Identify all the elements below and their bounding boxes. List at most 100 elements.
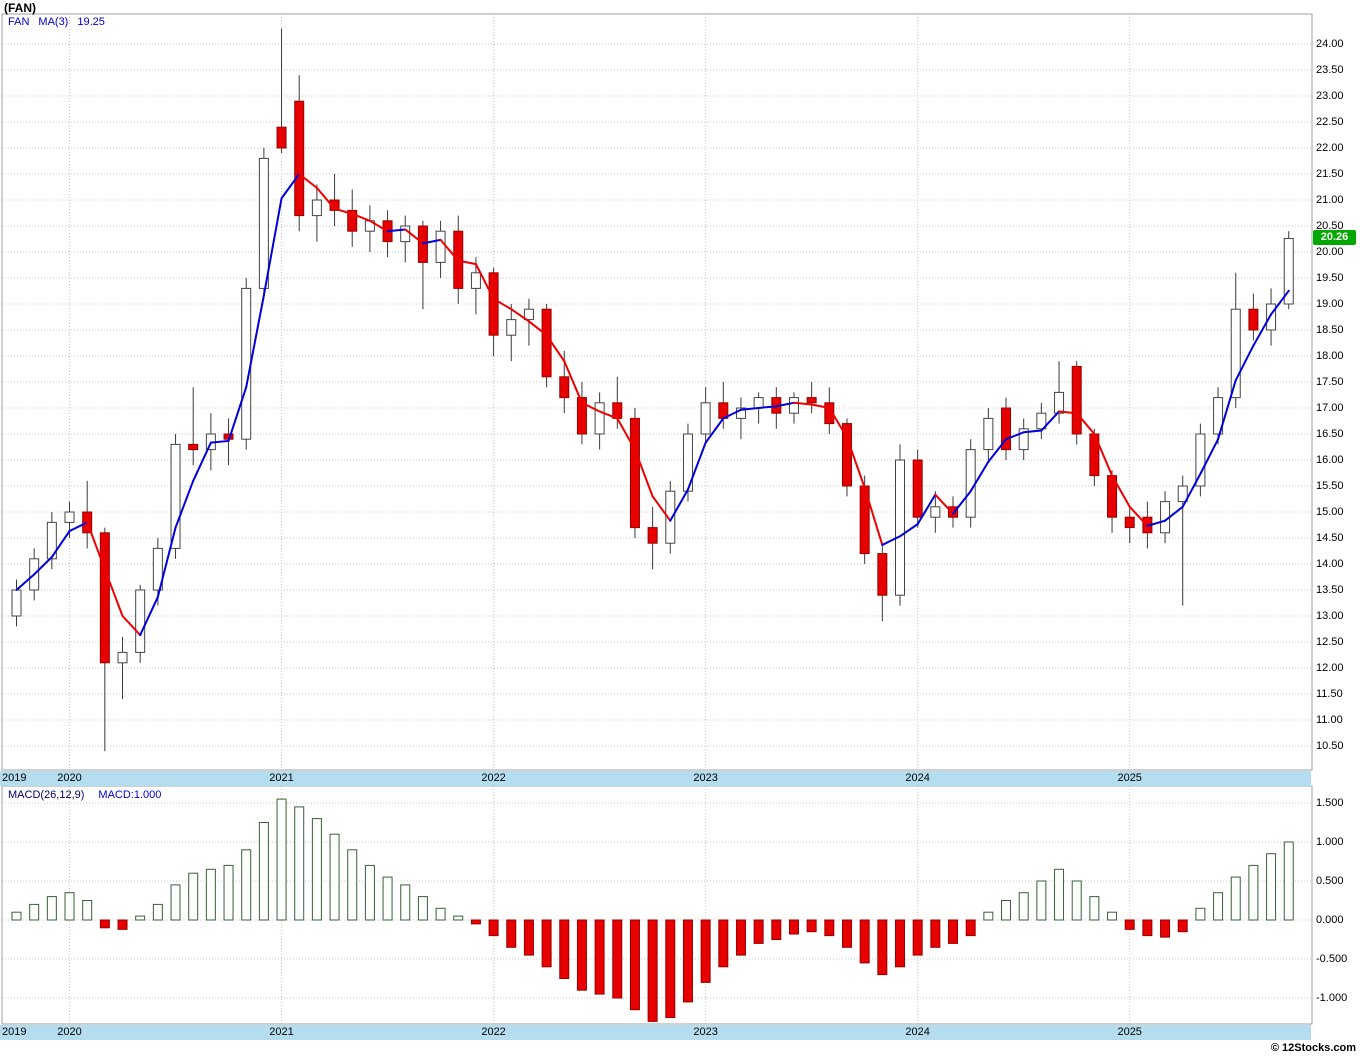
- candle: [99, 527, 110, 752]
- candle: [400, 215, 411, 263]
- macd-bar: [294, 806, 305, 921]
- macd-bar: [400, 884, 411, 921]
- candle: [435, 220, 446, 278]
- candle: [364, 205, 375, 252]
- macd-bar: [824, 919, 835, 937]
- year-label: 2020: [57, 1026, 82, 1038]
- macd-bar: [576, 919, 587, 991]
- macd-histogram: [11, 798, 1294, 1022]
- macd-bar: [877, 919, 888, 976]
- macd-bar: [523, 919, 534, 956]
- candle: [329, 174, 340, 226]
- candle: [135, 584, 146, 663]
- candle: [46, 512, 57, 570]
- macd-bar: [347, 849, 358, 921]
- macd-bar: [665, 919, 676, 1018]
- macd-bar: [930, 919, 941, 948]
- candle: [1001, 397, 1012, 460]
- macd-bar: [912, 919, 923, 956]
- candle: [877, 543, 888, 622]
- macd-bar: [329, 833, 340, 921]
- macd-bar: [1195, 907, 1206, 921]
- candle: [1248, 293, 1259, 341]
- ma-line-segment: [792, 401, 813, 406]
- candle: [276, 28, 287, 154]
- macd-bar: [612, 919, 623, 999]
- candle: [930, 491, 941, 533]
- year-label: 2021: [269, 772, 294, 784]
- macd-bar: [241, 849, 252, 921]
- ma-line-segment: [845, 436, 866, 489]
- ma-line-segment: [916, 493, 937, 526]
- year-label: 2019: [2, 772, 27, 784]
- candle: [912, 449, 923, 528]
- ma-line-segment: [1093, 433, 1114, 477]
- candle: [700, 387, 711, 445]
- ma-line-segment: [139, 595, 159, 637]
- candle: [1213, 387, 1224, 445]
- ma-line-segment: [934, 493, 955, 515]
- candle: [1089, 428, 1100, 486]
- ma-line-segment: [810, 403, 831, 409]
- ma-line-segment: [1146, 519, 1167, 527]
- ma-line-segment: [580, 401, 601, 413]
- macd-bar: [117, 919, 128, 930]
- macd-bar: [205, 868, 216, 921]
- macd-bar: [753, 919, 764, 944]
- candle: [470, 257, 481, 315]
- year-label: 2023: [693, 1026, 718, 1038]
- macd-bar: [170, 884, 181, 921]
- candle: [417, 220, 428, 310]
- ma-line-segment: [1181, 472, 1202, 508]
- ma-line-segment: [952, 490, 972, 515]
- legend-ma-label: MA(3): [38, 16, 69, 28]
- macd-bar: [152, 903, 163, 921]
- macd-bar: [1160, 919, 1171, 938]
- legend-symbol: FAN: [8, 16, 30, 28]
- macd-params-label: MACD(26,12,9): [8, 789, 85, 801]
- macd-bar: [859, 919, 870, 964]
- macd-bar: [806, 919, 817, 933]
- macd-bar: [771, 919, 782, 940]
- ma-line-segment: [1164, 505, 1184, 522]
- macd-bar: [1124, 919, 1135, 930]
- macd-bar: [99, 919, 110, 929]
- ma-line-segment: [368, 219, 389, 233]
- candle: [117, 636, 128, 700]
- macd-bar: [29, 903, 40, 921]
- macd-bar: [1107, 911, 1118, 921]
- macd-bar: [841, 919, 852, 948]
- ma-line-segment: [1234, 344, 1255, 382]
- macd-bar: [965, 919, 976, 937]
- macd-bar: [1054, 868, 1065, 921]
- ma-line-segment: [315, 186, 336, 210]
- candle: [82, 480, 93, 549]
- candle: [241, 278, 252, 450]
- candle: [311, 184, 322, 242]
- ma-line-segment: [68, 521, 89, 533]
- macd-bar: [594, 919, 605, 995]
- ma-line-segment: [1199, 438, 1220, 475]
- macd-bar: [1230, 876, 1241, 921]
- macd-bar: [382, 876, 393, 921]
- macd-bar: [895, 919, 905, 968]
- year-label: 2024: [905, 772, 930, 784]
- ma-line-segment: [1005, 431, 1025, 441]
- ma-line-segment: [174, 479, 195, 529]
- macd-bar: [1001, 900, 1012, 921]
- candle: [1071, 361, 1082, 445]
- ma-line-segment: [156, 526, 177, 598]
- year-label: 2025: [1117, 1026, 1142, 1038]
- macd-bar: [735, 919, 746, 956]
- macd-bar: [435, 907, 446, 921]
- ma-line-segment: [50, 530, 71, 559]
- ma-line-segment: [669, 488, 689, 522]
- ma-line-segment: [1128, 505, 1149, 527]
- macd-bar: [453, 915, 464, 921]
- candle: [506, 304, 517, 362]
- ma-line-segment: [545, 334, 566, 363]
- ma-line-segment: [1022, 429, 1043, 434]
- macd-bar: [700, 919, 711, 983]
